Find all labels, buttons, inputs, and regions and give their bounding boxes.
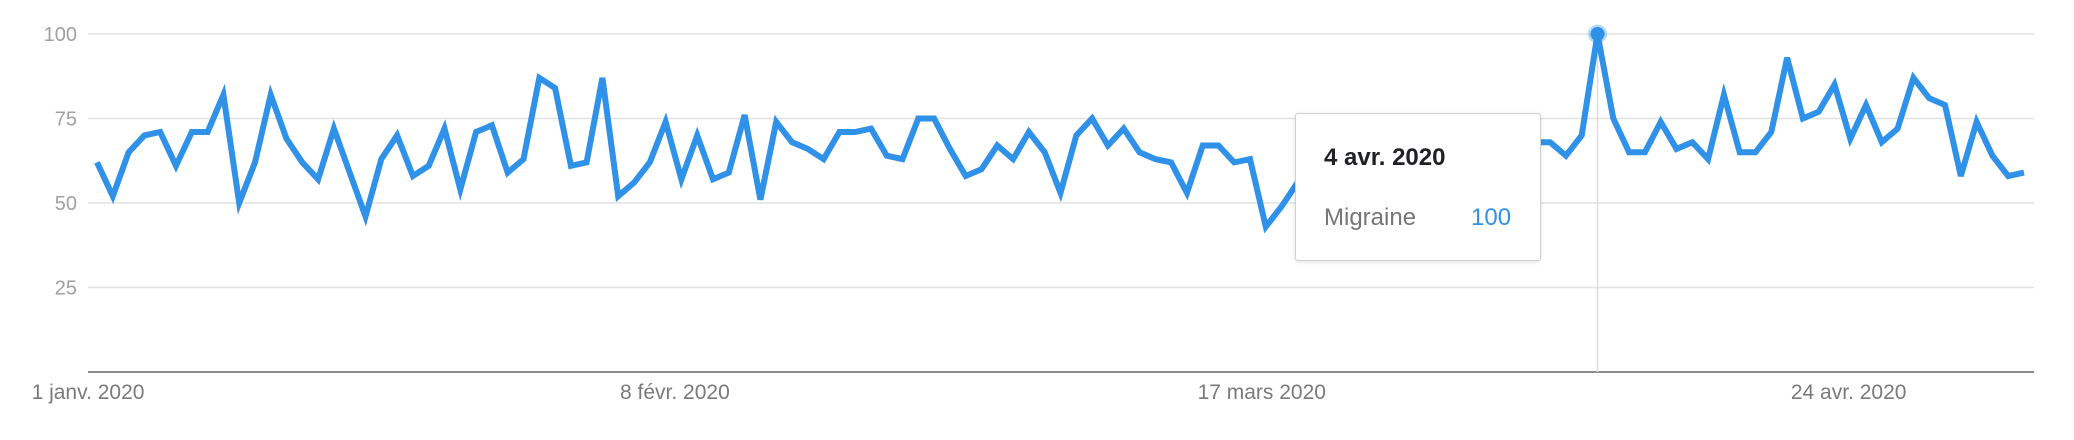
tooltip-series-name: Migraine — [1324, 204, 1417, 231]
y-tick-label: 50 — [55, 193, 77, 215]
y-axis-ticks: 100 75 50 25 — [44, 24, 77, 300]
tooltip-value: 100 — [1471, 204, 1512, 231]
tooltip-date: 4 avr. 2020 — [1324, 144, 1446, 171]
y-tick-label: 25 — [55, 278, 77, 300]
series-line-migraine[interactable] — [94, 33, 2025, 234]
y-tick-label: 75 — [55, 109, 77, 131]
x-tick-label: 24 avr. 2020 — [1791, 381, 1907, 404]
x-tick-label: 1 janv. 2020 — [32, 381, 145, 404]
hover-point-marker[interactable] — [1588, 24, 1608, 44]
x-axis-ticks: 1 janv. 2020 8 févr. 2020 17 mars 2020 24 a… — [32, 381, 1907, 404]
x-tick-label: 17 mars 2020 — [1198, 381, 1326, 404]
y-grid — [88, 33, 2034, 289]
tooltip: 4 avr. 2020 Migraine 100 — [1295, 113, 1541, 261]
y-tick-label: 100 — [44, 24, 77, 46]
x-tick-label: 8 févr. 2020 — [620, 381, 730, 404]
